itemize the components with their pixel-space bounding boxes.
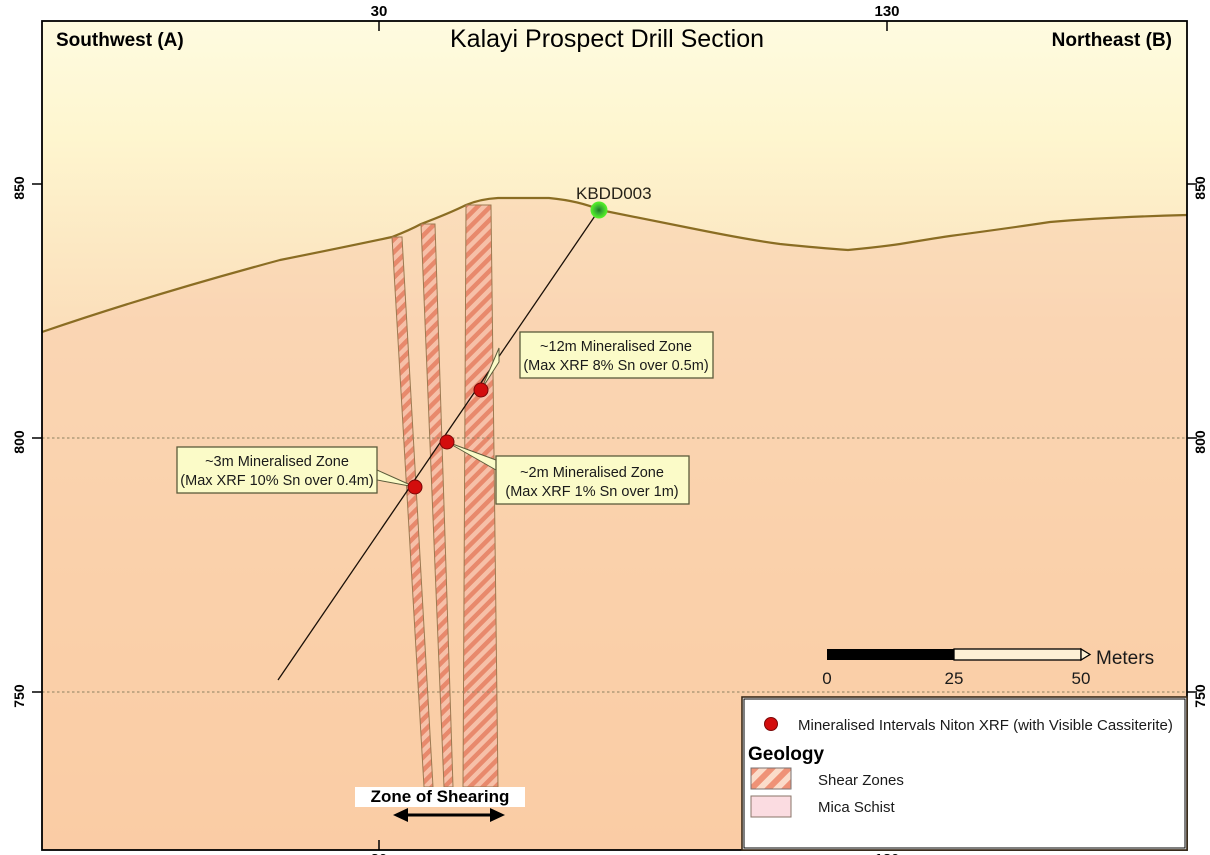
svg-text:KBDD003: KBDD003 [576, 184, 652, 203]
svg-text:(Max XRF 10% Sn over 0.4m): (Max XRF 10% Sn over 0.4m) [180, 473, 373, 489]
svg-text:800: 800 [1192, 430, 1208, 454]
svg-text:750: 750 [1192, 684, 1208, 708]
svg-text:(Max XRF 1% Sn over 1m): (Max XRF 1% Sn over 1m) [505, 484, 678, 500]
svg-text:~2m Mineralised Zone: ~2m Mineralised Zone [520, 465, 664, 481]
svg-text:(Max XRF 8% Sn over 0.5m): (Max XRF 8% Sn over 0.5m) [523, 358, 708, 374]
svg-text:30: 30 [371, 3, 388, 20]
svg-text:Zone of Shearing: Zone of Shearing [371, 787, 510, 806]
svg-text:130: 130 [874, 3, 899, 20]
svg-text:Mineralised Intervals Niton XR: Mineralised Intervals Niton XRF (with Vi… [798, 717, 1173, 734]
svg-text:850: 850 [11, 176, 27, 200]
svg-text:25: 25 [945, 669, 964, 688]
svg-text:Kalayi Prospect Drill Section: Kalayi Prospect Drill Section [450, 25, 764, 53]
svg-text:Meters: Meters [1096, 648, 1154, 669]
svg-text:Southwest (A): Southwest (A) [56, 30, 184, 51]
svg-text:750: 750 [11, 684, 27, 708]
svg-text:Geology: Geology [748, 744, 824, 765]
svg-text:130: 130 [874, 851, 899, 855]
svg-text:~12m Mineralised Zone: ~12m Mineralised Zone [540, 339, 692, 355]
svg-text:30: 30 [371, 851, 388, 855]
svg-text:800: 800 [11, 430, 27, 454]
svg-text:0: 0 [822, 669, 831, 688]
svg-text:Mica Schist: Mica Schist [818, 799, 896, 816]
svg-text:850: 850 [1192, 176, 1208, 200]
svg-text:Northeast (B): Northeast (B) [1052, 30, 1172, 51]
svg-text:~3m Mineralised Zone: ~3m Mineralised Zone [205, 454, 349, 470]
svg-text:50: 50 [1072, 669, 1091, 688]
svg-text:Shear Zones: Shear Zones [818, 772, 904, 789]
